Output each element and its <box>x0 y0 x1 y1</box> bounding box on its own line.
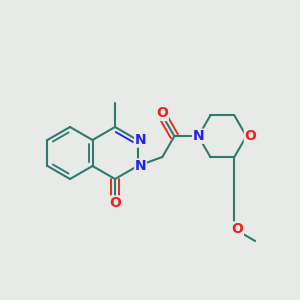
Text: N: N <box>135 133 146 147</box>
Text: O: O <box>109 196 121 210</box>
Text: O: O <box>156 106 168 120</box>
Text: N: N <box>193 129 204 143</box>
Text: O: O <box>231 222 243 236</box>
Text: N: N <box>135 159 146 173</box>
Text: O: O <box>244 129 256 143</box>
